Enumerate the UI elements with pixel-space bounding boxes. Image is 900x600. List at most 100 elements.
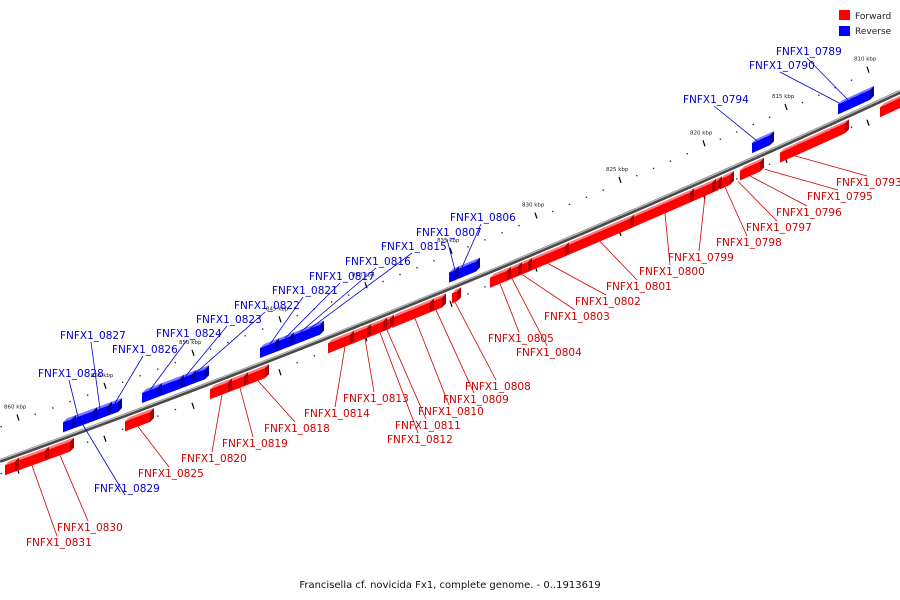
forward-gene-label[interactable]: FNFX1_0801: [606, 281, 672, 293]
gene-top-face: [45, 437, 74, 451]
forward-gene[interactable]: [244, 364, 269, 387]
reverse-gene[interactable]: [72, 407, 97, 429]
forward-gene[interactable]: [630, 188, 694, 229]
major-tick: [16, 414, 20, 421]
reverse-gene[interactable]: [63, 414, 76, 433]
forward-gene-label[interactable]: FNFX1_0799: [668, 252, 734, 264]
reverse-gene[interactable]: [752, 131, 774, 154]
tick-label: 810 kbp: [854, 57, 877, 63]
major-tick-lower: [278, 369, 282, 376]
gene-body: [210, 382, 228, 400]
reverse-gene[interactable]: [860, 85, 874, 105]
minor-tick: [768, 116, 771, 119]
forward-gene[interactable]: [125, 408, 154, 432]
gene-body: [740, 161, 760, 181]
forward-gene[interactable]: [452, 287, 461, 304]
forward-gene[interactable]: [880, 94, 900, 118]
gene-top-face: [797, 126, 834, 145]
leader-line: [461, 223, 482, 268]
reverse-gene-label[interactable]: FNFX1_0789: [776, 46, 842, 58]
forward-gene[interactable]: [690, 178, 716, 203]
reverse-gene-label[interactable]: FNFX1_0806: [450, 212, 516, 224]
leader-line: [806, 57, 849, 101]
reverse-gene[interactable]: [449, 266, 459, 283]
forward-gene-label[interactable]: FNFX1_0798: [716, 237, 782, 249]
forward-gene-label[interactable]: FNFX1_0803: [544, 311, 610, 323]
reverse-gene-label[interactable]: FNFX1_0815: [381, 241, 447, 253]
major-tick: [784, 103, 788, 111]
forward-gene-label[interactable]: FNFX1_0793: [836, 177, 900, 189]
label-leader-lines: [31, 57, 868, 537]
forward-gene-label[interactable]: FNFX1_0830: [57, 522, 123, 534]
forward-gene[interactable]: [528, 242, 569, 272]
forward-gene-label[interactable]: FNFX1_0809: [443, 394, 509, 406]
forward-gene-label[interactable]: FNFX1_0802: [575, 296, 641, 308]
reverse-gene-label[interactable]: FNFX1_0821: [272, 285, 338, 297]
reverse-gene-label[interactable]: FNFX1_0822: [234, 300, 300, 312]
gene-top-face: [93, 401, 112, 412]
reverse-gene[interactable]: [158, 374, 184, 398]
leader-line: [386, 329, 427, 420]
forward-gene[interactable]: [720, 170, 734, 190]
minor-tick-lower: [174, 408, 177, 411]
reverse-gene-label[interactable]: FNFX1_0817: [309, 271, 375, 283]
reverse-gene-label[interactable]: FNFX1_0829: [94, 483, 160, 495]
forward-gene-label[interactable]: FNFX1_0814: [304, 408, 370, 420]
reverse-gene-label[interactable]: FNFX1_0807: [416, 227, 482, 239]
leader-line: [257, 380, 296, 423]
forward-gene-label[interactable]: FNFX1_0813: [343, 393, 409, 405]
forward-gene-label[interactable]: FNFX1_0819: [222, 438, 288, 450]
minor-tick-lower: [313, 354, 316, 357]
forward-gene[interactable]: [350, 323, 371, 345]
forward-gene-label[interactable]: FNFX1_0800: [639, 266, 705, 278]
reverse-gene-label[interactable]: FNFX1_0826: [112, 344, 178, 356]
minor-tick: [736, 131, 738, 133]
forward-gene[interactable]: [490, 266, 511, 288]
forward-gene-label[interactable]: FNFX1_0805: [488, 333, 554, 345]
tick-label: 860 kbp: [4, 405, 27, 411]
forward-gene-label[interactable]: FNFX1_0808: [465, 381, 531, 393]
forward-gene-label[interactable]: FNFX1_0810: [418, 406, 484, 418]
forward-gene[interactable]: [45, 437, 74, 461]
forward-gene[interactable]: [15, 446, 49, 472]
reverse-gene[interactable]: [142, 383, 162, 404]
forward-gene[interactable]: [740, 157, 764, 181]
forward-gene-label[interactable]: FNFX1_0796: [776, 207, 842, 219]
gene-body: [830, 123, 845, 141]
forward-gene[interactable]: [210, 378, 232, 400]
reverse-gene-label[interactable]: FNFX1_0794: [683, 94, 749, 106]
forward-gene[interactable]: [328, 330, 354, 354]
forward-gene-label[interactable]: FNFX1_0812: [387, 434, 453, 446]
reverse-gene-label[interactable]: FNFX1_0823: [196, 314, 262, 326]
forward-gene[interactable]: [830, 119, 849, 141]
gene-body: [125, 412, 150, 432]
forward-gene-label[interactable]: FNFX1_0820: [181, 453, 247, 465]
gene-side-face: [244, 372, 248, 387]
gene-labels: FNFX1_0793 FNFX1_0795 FNFX1_0796 FNFX1_0797…: [26, 46, 900, 549]
reverse-gene-label[interactable]: FNFX1_0827: [60, 330, 126, 342]
forward-gene-label[interactable]: FNFX1_0804: [516, 347, 582, 359]
reverse-gene-label[interactable]: FNFX1_0816: [345, 256, 411, 268]
reverse-gene-label[interactable]: FNFX1_0790: [749, 60, 815, 72]
reverse-gene-label[interactable]: FNFX1_0828: [38, 368, 104, 380]
reverse-gene[interactable]: [260, 338, 279, 359]
major-tick: [278, 316, 282, 323]
reverse-gene-label[interactable]: FNFX1_0824: [156, 328, 222, 340]
reverse-gene[interactable]: [454, 257, 480, 281]
forward-gene-label[interactable]: FNFX1_0825: [138, 468, 204, 480]
forward-gene[interactable]: [5, 457, 19, 476]
leader-line: [749, 175, 808, 207]
forward-gene[interactable]: [392, 298, 434, 328]
gene-side-face: [845, 119, 849, 134]
gene-body: [565, 218, 630, 257]
forward-gene-label[interactable]: FNFX1_0831: [26, 537, 92, 549]
forward-gene[interactable]: [565, 214, 634, 257]
leader-line: [435, 309, 475, 394]
major-tick: [534, 212, 538, 219]
forward-gene-label[interactable]: FNFX1_0811: [395, 420, 461, 432]
forward-gene-label[interactable]: FNFX1_0795: [807, 191, 873, 203]
gene-top-face: [125, 408, 154, 422]
forward-gene-label[interactable]: FNFX1_0797: [746, 222, 812, 234]
forward-gene-label[interactable]: FNFX1_0818: [264, 423, 330, 435]
minor-tick: [585, 196, 588, 199]
